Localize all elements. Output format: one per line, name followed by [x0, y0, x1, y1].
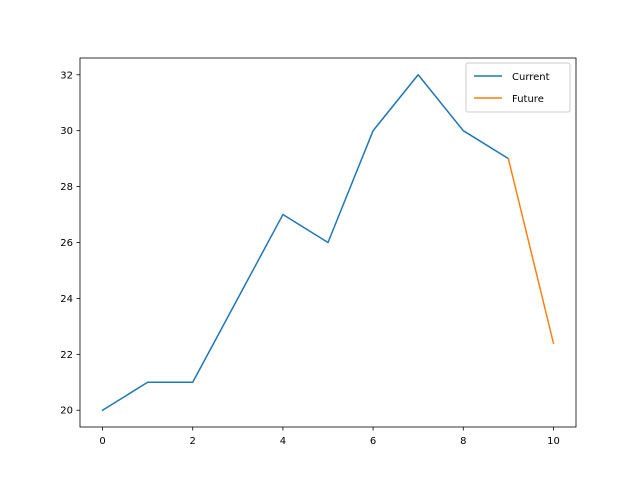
x-tick-label: 2: [190, 436, 196, 447]
x-tick-label: 8: [460, 436, 466, 447]
y-tick-label: 30: [60, 126, 73, 137]
y-tick-label: 22: [60, 350, 73, 361]
y-tick-label: 24: [60, 294, 73, 305]
x-tick-label: 0: [99, 436, 105, 447]
series-line-current: [101, 74, 510, 412]
x-tick-label: 10: [547, 436, 560, 447]
legend-label-future: Future: [512, 94, 544, 105]
y-tick-label: 32: [60, 70, 73, 81]
y-tick-label: 26: [60, 238, 73, 249]
y-tick-label: 28: [60, 182, 73, 193]
series-line-future: [507, 157, 555, 345]
x-tick-label: 6: [370, 436, 376, 447]
legend: Current Future: [465, 62, 571, 113]
series-layer: [101, 74, 555, 412]
x-tick-label: 4: [280, 436, 286, 447]
legend-label-current: Current: [512, 72, 550, 83]
y-tick-label: 20: [60, 406, 73, 417]
